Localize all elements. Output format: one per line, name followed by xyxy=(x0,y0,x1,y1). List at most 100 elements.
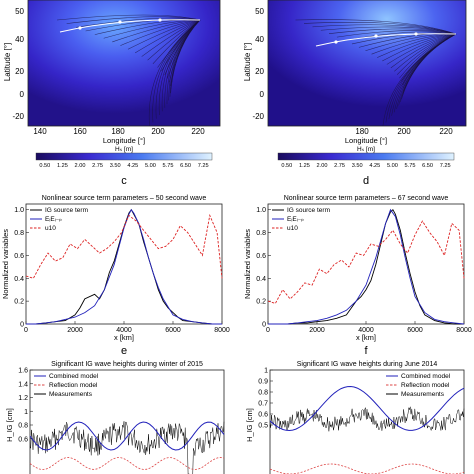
colorbar-tick: 1.25 xyxy=(57,163,68,169)
track-point xyxy=(118,20,122,24)
y-tick-label: 0.6 xyxy=(18,436,28,443)
y-tick-label: 1.0 xyxy=(14,207,24,214)
colorbar-tick: 7.25 xyxy=(198,163,209,169)
x-tick-label: 4000 xyxy=(116,327,132,334)
wave-ray xyxy=(382,33,457,126)
y-tick-label: 0.6 xyxy=(258,412,268,419)
y-tick-label: 0.9 xyxy=(258,379,268,386)
track-point xyxy=(334,40,338,44)
plot-area xyxy=(25,203,223,325)
map-right-colorbar-label: Hₛ [m] xyxy=(357,146,375,153)
map-left-xtick: 220 xyxy=(191,127,205,136)
y-tick-label: 1.6 xyxy=(18,368,28,375)
y-axis-label: Normalized variables xyxy=(1,229,10,299)
x-tick-label: 6000 xyxy=(165,327,181,334)
legend-entry: Combined model xyxy=(401,373,451,380)
map-left-ytick: 40 xyxy=(15,35,24,44)
colorbar-tick: 2.75 xyxy=(334,163,345,169)
chart-d: Nonlinear source term parameters – 67 se… xyxy=(243,195,472,342)
map-left-colorbar-ticks: 0.50 1.25 2.00 2.75 3.50 4.25 5.00 5.75 6.50 7.25 xyxy=(39,163,208,169)
combined-model-line xyxy=(269,385,465,432)
map-left-ylabel: Latitude [°] xyxy=(3,43,12,81)
chart-title: Nonlinear source term parameters – 67 se… xyxy=(284,195,449,202)
wave-ray xyxy=(386,33,457,65)
legend-entry: EᵢEᵢ₋ₚ xyxy=(287,216,304,223)
map-right-rays xyxy=(295,19,457,126)
colorbar-tick: 2.75 xyxy=(92,163,103,169)
map-right-frame xyxy=(267,0,467,127)
x-tick-label: 6000 xyxy=(407,327,423,334)
legend-entry: Measurements xyxy=(401,391,445,398)
colorbar-tick: 5.75 xyxy=(405,163,416,169)
colorbar-tick: 0.50 xyxy=(39,163,50,169)
map-right-xtick: 180 xyxy=(355,127,369,136)
map-right-ylabel: Latitude [°] xyxy=(243,43,252,81)
legend-entry: Measurements xyxy=(49,391,93,398)
y-axis-label: H_IG [cm] xyxy=(5,408,14,442)
reflection-model-line xyxy=(269,463,465,474)
y-tick-label: 0.4 xyxy=(256,276,266,283)
map-left-xtick: 200 xyxy=(151,127,165,136)
y-tick-label: 0.8 xyxy=(18,423,28,430)
legend-entry: u10 xyxy=(287,225,298,232)
colorbar-tick: 6.50 xyxy=(180,163,191,169)
colorbar-tick: 2.00 xyxy=(317,163,328,169)
wave-ray xyxy=(127,19,201,50)
track-point xyxy=(158,18,162,22)
storm-track xyxy=(315,33,457,47)
colorbar-tick: 6.50 xyxy=(422,163,433,169)
x-tick-label: 8000 xyxy=(456,327,472,334)
y-axis-label: Normalized variables xyxy=(243,229,252,299)
y-tick-label: 0.2 xyxy=(14,299,24,306)
chart-c: Nonlinear source term parameters – 50 se… xyxy=(1,195,230,342)
series-line xyxy=(268,208,464,325)
map-right-ytick: 0 xyxy=(260,90,265,99)
y-tick-label: 0.7 xyxy=(258,401,268,408)
colorbar-tick: 5.00 xyxy=(387,163,398,169)
y-tick-label: 1.2 xyxy=(18,395,28,402)
legend-entry: u10 xyxy=(45,225,56,232)
combined-model-line xyxy=(29,421,225,451)
map-right-xticks: 180 200 220 xyxy=(355,127,453,136)
series-line xyxy=(267,220,465,304)
x-axis-label: x [km] xyxy=(114,333,134,342)
plot-area xyxy=(269,369,465,474)
legend-entry: Reflection model xyxy=(401,382,450,389)
map-right-colorbar xyxy=(277,152,455,161)
y-tick-label: 1.0 xyxy=(256,207,266,214)
panel-label-f: f xyxy=(364,345,368,357)
wave-ray xyxy=(152,19,201,123)
map-left-colorbar-label: Hₛ [m] xyxy=(115,146,133,153)
y-tick-label: 0.6 xyxy=(256,253,266,260)
x-tick-label: 2000 xyxy=(309,327,325,334)
colorbar-tick: 4.25 xyxy=(369,163,380,169)
track-point xyxy=(78,26,82,30)
legend-entry: IG source term xyxy=(287,207,330,214)
panel-label-d: d xyxy=(363,175,369,187)
map-right: 50 40 20 0 -20 Latitude [°] 180 200 220 … xyxy=(243,0,467,169)
y-tick-label: 1 xyxy=(24,409,28,416)
chart-title: Significant IG wave heights during June … xyxy=(297,361,438,368)
x-tick-label: 2000 xyxy=(67,327,83,334)
map-right-yticks: 50 40 20 0 -20 xyxy=(252,7,264,121)
wave-ray xyxy=(66,16,201,24)
colorbar-tick: 0.50 xyxy=(281,163,292,169)
map-left-rays xyxy=(56,14,201,126)
wave-ray xyxy=(158,19,201,116)
y-tick-label: 1.4 xyxy=(18,381,28,388)
x-axis-label: x [km] xyxy=(356,333,376,342)
map-right-ytick: 50 xyxy=(255,7,264,16)
colorbar-tick: 5.75 xyxy=(163,163,174,169)
chart-title: Nonlinear source term parameters – 50 se… xyxy=(42,195,207,202)
y-tick-label: 1 xyxy=(264,368,268,375)
legend-entry: Combined model xyxy=(49,373,99,380)
track-point xyxy=(414,32,418,36)
chart-title: Significant IG wave heights during winte… xyxy=(51,361,203,368)
map-left-ytick: 20 xyxy=(15,67,24,76)
wave-ray xyxy=(155,19,201,119)
map-right-xtick: 220 xyxy=(439,127,453,136)
panel-label-e: e xyxy=(121,345,127,357)
wave-ray xyxy=(56,14,201,21)
map-left-xticks: 140 160 180 200 220 xyxy=(33,127,205,136)
measurement-line xyxy=(269,406,465,432)
